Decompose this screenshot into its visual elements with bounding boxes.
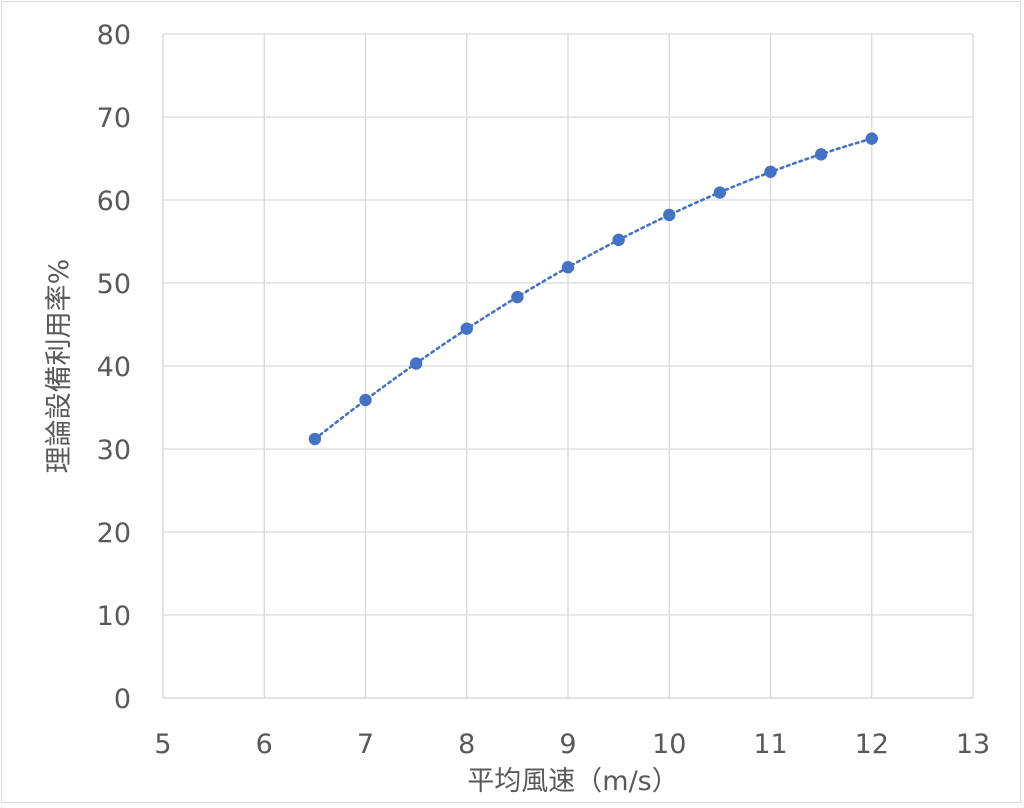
data-point	[409, 357, 423, 370]
y-tick-label: 50	[97, 269, 131, 300]
data-point	[663, 208, 676, 222]
y-tick-label: 30	[97, 435, 131, 466]
x-tick-label: 5	[154, 729, 171, 760]
axes	[162, 34, 973, 699]
data-points	[308, 132, 878, 446]
x-tick-label: 8	[458, 729, 475, 760]
y-tick-label: 20	[97, 518, 131, 549]
y-tick-label: 60	[97, 186, 131, 217]
x-tick-label: 10	[652, 729, 686, 760]
trendline-group	[313, 137, 874, 441]
tick-labels: 5 6 7 8 9 10 11 12 13 0 10 20 30 40 50 60 70 80	[97, 20, 991, 760]
x-tick-label: 12	[855, 729, 889, 760]
data-point	[764, 165, 777, 178]
x-tick-label: 13	[956, 729, 990, 760]
x-tick-label: 6	[256, 729, 273, 760]
y-tick-label: 40	[97, 352, 131, 383]
y-tick-label: 70	[97, 103, 131, 134]
data-point	[511, 290, 524, 304]
x-tick-label: 9	[559, 729, 576, 760]
y-axis-title: 理論設備利用率%	[44, 259, 75, 474]
x-tick-label: 7	[357, 729, 374, 760]
trendline	[313, 137, 874, 441]
grid-lines	[163, 33, 974, 698]
data-point	[308, 432, 322, 446]
data-point	[865, 132, 878, 145]
y-tick-label: 80	[97, 20, 131, 51]
y-tick-label: 10	[97, 601, 131, 632]
x-axis-title: 平均風速（m/s）	[467, 766, 678, 797]
y-tick-label: 0	[114, 684, 131, 715]
data-point	[713, 186, 727, 199]
data-point	[561, 261, 575, 274]
x-tick-label: 11	[753, 729, 787, 760]
data-point	[359, 393, 372, 407]
data-point	[814, 148, 828, 161]
data-point	[612, 233, 625, 247]
data-point	[460, 322, 473, 335]
